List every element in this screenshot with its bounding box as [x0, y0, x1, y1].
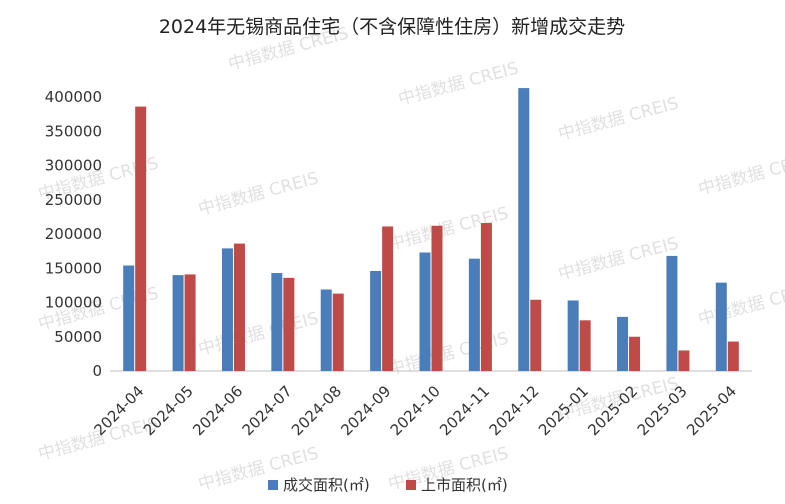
watermark-text: 中指数据 CREIS — [386, 329, 511, 380]
bar-deal-area — [370, 270, 382, 371]
y-tick-label: 200000 — [45, 225, 102, 243]
y-tick-label: 300000 — [45, 157, 102, 175]
watermark-text: 中指数据 CREIS — [696, 149, 785, 200]
bar-listed-area — [135, 106, 147, 371]
bar-deal-area — [271, 273, 283, 371]
legend-label: 上市面积(㎡) — [421, 476, 508, 494]
bar-listed-area — [332, 293, 344, 371]
x-tick-label: 2024-11 — [436, 382, 493, 439]
bar-deal-area — [172, 275, 184, 371]
y-tick-label: 0 — [92, 362, 102, 380]
watermark-text: 中指数据 CREIS — [196, 169, 321, 220]
bar-deal-area — [419, 252, 431, 371]
bar-deal-area — [221, 248, 233, 371]
legend-swatch — [406, 480, 416, 490]
bar-deal-area — [617, 316, 629, 371]
bar-deal-area — [123, 265, 135, 371]
bar-deal-area — [715, 282, 727, 371]
watermark-text: 中指数据 CREIS — [396, 59, 521, 110]
bar-listed-area — [233, 243, 245, 371]
chart-title: 2024年无锡商品住宅（不含保障性住房）新增成交走势 — [159, 16, 625, 38]
x-tick-label: 2024-10 — [387, 382, 444, 439]
x-tick-label: 2024-12 — [486, 382, 543, 439]
legend-label: 成交面积(㎡) — [283, 476, 370, 494]
watermark-text: 中指数据 CREIS — [196, 309, 321, 360]
y-tick-label: 350000 — [45, 122, 102, 140]
y-tick-label: 100000 — [45, 294, 102, 312]
bar-listed-area — [283, 277, 295, 371]
y-tick-label: 50000 — [54, 328, 102, 346]
x-tick-label: 2024-08 — [288, 382, 345, 439]
y-axis: 0 50000 100000 150000 200000 250000 300000 3500… — [45, 88, 102, 380]
bar-listed-area — [480, 223, 492, 371]
legend-swatch — [268, 480, 278, 490]
bar-deal-area — [518, 88, 530, 371]
x-tick-label: 2024-06 — [189, 382, 246, 439]
bar-listed-area — [530, 299, 542, 371]
watermark-text: 中指数据 CREIS — [696, 279, 785, 330]
bar-listed-area — [678, 350, 690, 371]
x-tick-label: 2024-09 — [337, 382, 394, 439]
y-tick-label: 250000 — [45, 191, 102, 209]
bar-listed-area — [184, 274, 196, 371]
bar-listed-area — [431, 225, 443, 371]
x-tick-label: 2024-07 — [239, 382, 296, 439]
legend: 成交面积(㎡) 上市面积(㎡) — [268, 476, 508, 494]
bar-listed-area — [727, 341, 739, 371]
watermark-text: 中指数据 CREIS — [386, 204, 511, 255]
bar-deal-area — [468, 258, 480, 371]
bar-deal-area — [320, 289, 332, 371]
x-tick-label: 2024-05 — [140, 382, 197, 439]
y-tick-label: 150000 — [45, 259, 102, 277]
x-tick-label: 2025-04 — [683, 382, 740, 439]
watermark-text: 中指数据 CREIS — [556, 94, 681, 145]
bar-listed-area — [382, 226, 394, 371]
bars — [123, 88, 739, 371]
bar-deal-area — [567, 300, 579, 371]
y-tick-label: 400000 — [45, 88, 102, 106]
watermark-text: 中指数据 CREIS — [556, 234, 681, 285]
bar-listed-area — [629, 336, 641, 371]
bar-listed-area — [579, 320, 591, 371]
bar-deal-area — [666, 255, 678, 371]
